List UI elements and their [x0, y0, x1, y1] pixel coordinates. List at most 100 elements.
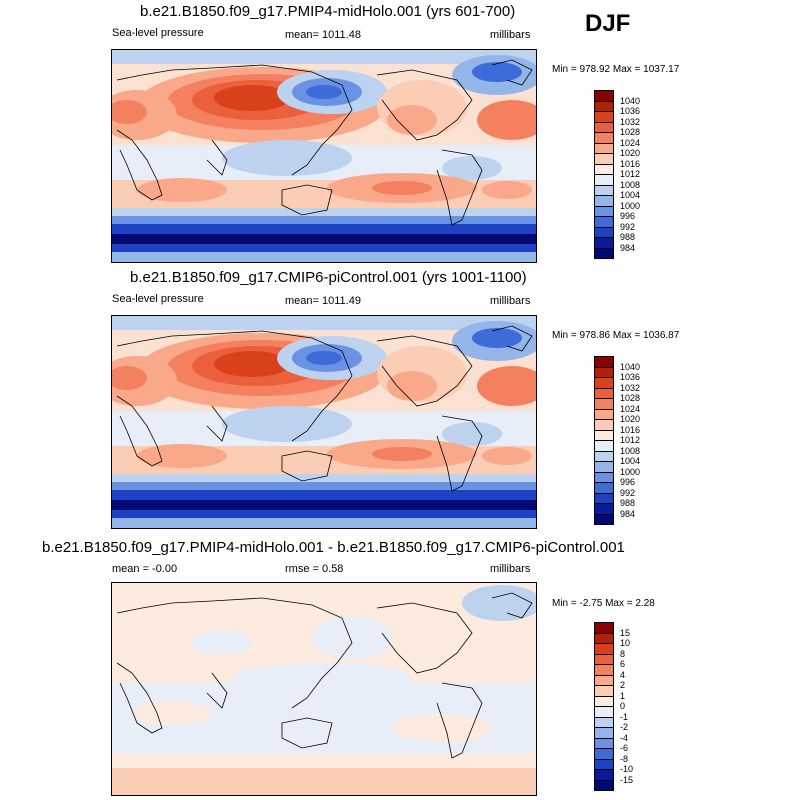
colorbar-tick-label: 6 [620, 659, 626, 669]
colorbar-tick-label: 1024 [620, 403, 641, 414]
colorbar-tick-label: 992 [620, 487, 636, 498]
colorbar-tick-label: 996 [620, 211, 636, 221]
colorbar-box [594, 737, 614, 748]
colorbar-tick-label: 1028 [620, 127, 641, 137]
panel3-units-label: millibars [490, 563, 531, 575]
colorbar-tick-label: 1036 [620, 106, 641, 116]
colorbar-box [594, 674, 614, 685]
colorbar-box [594, 664, 614, 675]
colorbar-box [594, 226, 614, 237]
colorbar-box [594, 184, 614, 195]
colorbar-box [594, 247, 614, 259]
panel1-variable-label: Sea-level pressure [112, 27, 204, 39]
colorbar-tick-label: 984 [620, 242, 636, 253]
colorbar-box [594, 440, 614, 451]
panel3-rmse-label: rmse = 0.58 [285, 563, 344, 575]
panel2-variable-label: Sea-level pressure [112, 293, 204, 305]
colorbar-tick-label: 1020 [620, 148, 641, 158]
colorbar-box [594, 163, 614, 174]
colorbar-tick-label: 996 [620, 477, 636, 487]
colorbar-box [594, 174, 614, 185]
colorbar-box [594, 632, 614, 643]
colorbar-tick-label: -10 [620, 764, 634, 774]
panel1-map [111, 49, 537, 263]
colorbar-box [594, 216, 614, 227]
colorbar-box [594, 513, 614, 525]
colorbar-tick-label: 984 [620, 508, 636, 519]
colorbar-tick-label: 1 [620, 690, 626, 701]
colorbar-tick-label: 1012 [620, 435, 641, 445]
colorbar-box [594, 685, 614, 696]
colorbar-tick-label: 1004 [620, 190, 641, 200]
colorbar-tick-label: 1040 [620, 95, 641, 106]
colorbar-box [594, 450, 614, 461]
colorbar-box [594, 377, 614, 388]
colorbar-tick-label: 1032 [620, 382, 641, 393]
colorbar-box [594, 366, 614, 377]
panel3-title: b.e21.B1850.f09_g17.PMIP4-midHolo.001 - … [42, 539, 625, 556]
colorbar-tick-label: -8 [620, 753, 629, 764]
colorbar-tick-label: 1024 [620, 137, 641, 148]
colorbar-tick-label: 1036 [620, 372, 641, 382]
panel1-title: b.e21.B1850.f09_g17.PMIP4-midHolo.001 (y… [140, 3, 516, 20]
colorbar-tick-label: 10 [620, 638, 631, 648]
colorbar-box [594, 503, 614, 514]
colorbar-box [594, 387, 614, 398]
colorbar-box [594, 727, 614, 738]
colorbar-tick-label: 2 [620, 680, 626, 690]
colorbar-box [594, 622, 614, 633]
colorbar-tick-label: -15 [620, 774, 634, 785]
panel1-units-label: millibars [490, 29, 531, 41]
panel2-minmax: Min = 978.86 Max = 1036.87 [552, 330, 680, 341]
colorbar-box [594, 706, 614, 717]
colorbar-tick-label: 1000 [620, 200, 641, 211]
colorbar-box [594, 695, 614, 706]
colorbar-box [594, 237, 614, 248]
colorbar-box [594, 716, 614, 727]
colorbar-tick-label: 4 [620, 669, 626, 680]
colorbar-tick-label: -4 [620, 732, 629, 743]
colorbar-box [594, 461, 614, 472]
colorbar-tick-label: 1016 [620, 424, 641, 435]
colorbar-box [594, 769, 614, 780]
colorbar-tick-label: 1016 [620, 158, 641, 169]
panel1-minmax: Min = 978.92 Max = 1037.17 [552, 64, 680, 75]
colorbar-box [594, 471, 614, 482]
colorbar-tick-label: 988 [620, 232, 636, 242]
colorbar-tick-label: 0 [620, 701, 626, 711]
colorbar-tick-label: 1004 [620, 456, 641, 466]
colorbar-box [594, 111, 614, 122]
colorbar-box [594, 398, 614, 409]
colorbar-box [594, 142, 614, 153]
colorbar-tick-label: -6 [620, 743, 629, 753]
colorbar-tick-label: 1020 [620, 414, 641, 424]
colorbar-tick-label: 1032 [620, 116, 641, 127]
colorbar-box [594, 779, 614, 791]
colorbar-tick-label: 1008 [620, 445, 641, 456]
colorbar-box [594, 408, 614, 419]
colorbar-box [594, 492, 614, 503]
panel3-diff-field [112, 583, 536, 795]
colorbar-box [594, 748, 614, 759]
colorbar-tick-label: 1040 [620, 361, 641, 372]
colorbar-tick-label: 1000 [620, 466, 641, 477]
season-label: DJF [585, 10, 631, 37]
colorbar-box [594, 429, 614, 440]
colorbar-box [594, 643, 614, 654]
colorbar-box [594, 153, 614, 164]
panel2-slp-field [112, 316, 536, 528]
colorbar-box [594, 121, 614, 132]
colorbar-box [594, 356, 614, 367]
colorbar-tick-label: 1012 [620, 169, 641, 179]
colorbar-box [594, 482, 614, 493]
colorbar-tick-label: 8 [620, 648, 626, 659]
panel3-mean-label: mean = -0.00 [112, 563, 178, 575]
colorbar-tick-label: 1028 [620, 393, 641, 403]
colorbar-box [594, 100, 614, 111]
panel2-units-label: millibars [490, 295, 531, 307]
colorbar-box [594, 90, 614, 101]
colorbar-tick-label: -2 [620, 722, 629, 732]
colorbar-box [594, 195, 614, 206]
panel2-mean-label: mean= 1011.49 [285, 295, 361, 307]
colorbar-tick-label: 988 [620, 498, 636, 508]
